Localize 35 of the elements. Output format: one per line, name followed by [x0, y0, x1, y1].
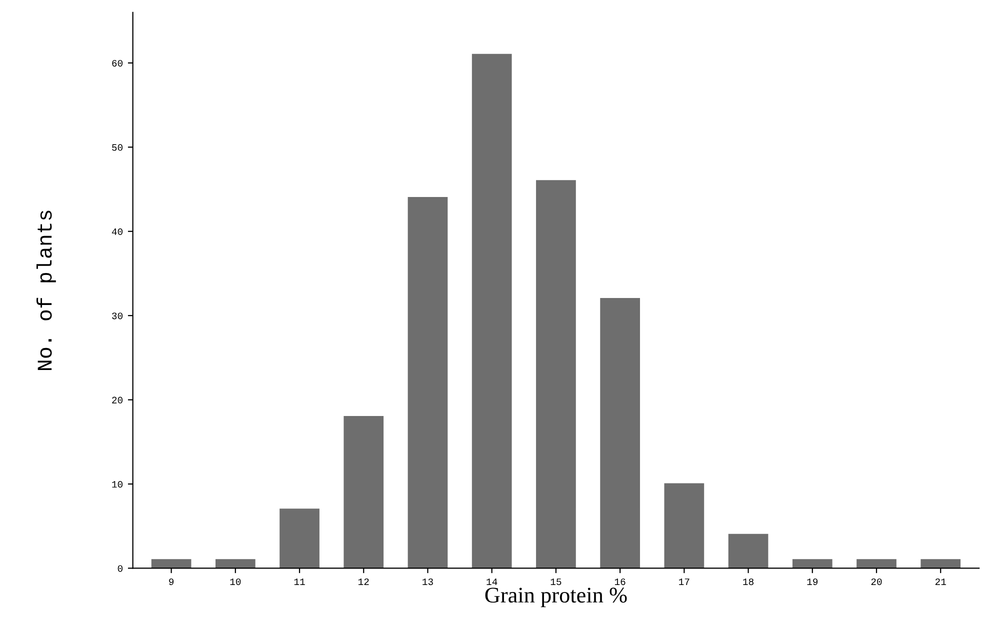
y-tick-label: 40	[112, 228, 123, 235]
x-tick-label: 18	[743, 578, 754, 586]
x-tick-label: 21	[935, 578, 946, 585]
x-axis-title: Grain protein %	[485, 588, 627, 608]
y-tick-label: 50	[112, 144, 123, 151]
x-tick-label: 13	[422, 578, 433, 586]
x-tick-label: 15	[550, 578, 562, 586]
bar	[856, 559, 896, 568]
x-tick-label: 11	[294, 578, 305, 585]
y-axis-title: No. of plants	[36, 210, 56, 370]
y-tick-label: 60	[112, 60, 123, 67]
x-tick-label: 12	[358, 578, 369, 585]
bar	[728, 534, 768, 568]
x-tick-label: 10	[230, 578, 241, 586]
x-tick-label: 20	[871, 578, 882, 586]
bar	[664, 483, 704, 568]
y-tick-label: 20	[112, 396, 123, 404]
bar	[536, 180, 576, 568]
x-tick-label: 16	[614, 578, 626, 586]
bar	[280, 508, 320, 568]
bar	[344, 416, 384, 568]
bar	[472, 54, 512, 568]
bar	[792, 559, 832, 568]
bar	[215, 559, 256, 568]
x-tick-label: 19	[807, 578, 818, 586]
bar	[408, 196, 448, 568]
x-tick-label: 14	[486, 578, 498, 585]
bar	[600, 298, 640, 568]
y-tick-label: 30	[112, 312, 123, 320]
y-tick-label: 10	[112, 481, 123, 488]
bar	[151, 559, 192, 568]
x-tick-label: 17	[679, 578, 690, 585]
bar	[920, 559, 961, 568]
y-tick-label: 0	[118, 565, 123, 572]
x-tick-label: 9	[169, 578, 174, 586]
